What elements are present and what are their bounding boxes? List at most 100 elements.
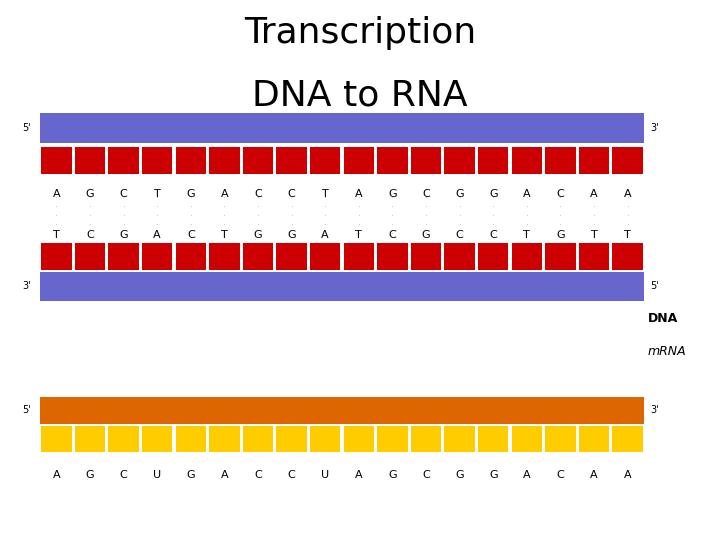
Text: G: G [120,230,128,240]
Text: DNA to RNA: DNA to RNA [252,78,468,112]
Bar [109,147,139,174]
Bar [310,426,341,452]
Bar [411,426,441,452]
Bar [545,243,575,270]
Text: T: T [624,230,631,240]
Text: A: A [321,230,329,240]
Text: C: C [187,230,194,240]
Text: A: A [53,470,60,480]
Text: G: G [86,189,94,199]
Bar [243,426,273,452]
Text: A: A [590,470,598,480]
Bar [41,147,71,174]
Text: A: A [624,189,631,199]
Bar [310,147,341,174]
Bar [613,147,643,174]
Text: C: C [120,189,127,199]
Text: A: A [220,470,228,480]
Text: T: T [356,230,362,240]
Text: 3': 3' [650,406,659,415]
Bar [377,426,408,452]
Text: T: T [53,230,60,240]
Text: C: C [120,470,127,480]
Text: Transcription: Transcription [244,16,476,50]
Text: mRNA: mRNA [648,345,687,357]
Text: 3': 3' [650,123,659,133]
Bar [243,243,273,270]
Bar [210,147,240,174]
Text: A: A [220,189,228,199]
Text: G: G [287,230,296,240]
Bar [40,113,644,143]
Bar [444,147,474,174]
Bar [142,147,172,174]
Bar [276,243,307,270]
Text: 5': 5' [22,406,31,415]
Bar [276,426,307,452]
Bar [176,243,206,270]
Text: G: G [422,230,431,240]
Text: 3': 3' [22,281,31,292]
Bar [75,426,105,452]
Bar [478,426,508,452]
Text: C: C [254,470,262,480]
Bar [545,147,575,174]
Text: T: T [322,189,328,199]
Bar [176,426,206,452]
Bar [613,243,643,270]
Text: G: G [388,470,397,480]
Text: G: G [455,189,464,199]
Bar [579,243,609,270]
Bar [142,426,172,452]
Bar [75,243,105,270]
Text: G: G [253,230,262,240]
Text: C: C [456,230,464,240]
Text: A: A [624,470,631,480]
Text: A: A [355,470,363,480]
Text: 5': 5' [22,123,31,133]
Bar [512,243,542,270]
Text: G: G [556,230,564,240]
Bar [243,147,273,174]
Bar [40,272,644,301]
Bar [579,147,609,174]
Bar [411,243,441,270]
Text: U: U [153,470,161,480]
Text: A: A [355,189,363,199]
Bar [377,243,408,270]
Text: C: C [86,230,94,240]
Bar [377,147,408,174]
Bar [142,243,172,270]
Bar [478,147,508,174]
Text: U: U [321,470,329,480]
Bar [310,243,341,270]
Bar [176,147,206,174]
Text: G: G [489,189,498,199]
Text: A: A [523,189,531,199]
Text: A: A [153,230,161,240]
Bar [109,243,139,270]
Bar [41,243,71,270]
Text: G: G [388,189,397,199]
Bar [545,426,575,452]
Bar [411,147,441,174]
Text: C: C [557,189,564,199]
Bar [40,397,644,424]
Text: T: T [590,230,598,240]
Text: T: T [221,230,228,240]
Text: DNA: DNA [648,312,678,325]
Bar [579,426,609,452]
Bar [210,243,240,270]
Bar [109,426,139,452]
Text: G: G [186,189,195,199]
Bar [512,426,542,452]
Bar [75,147,105,174]
Text: C: C [389,230,396,240]
Bar [478,243,508,270]
Bar [343,243,374,270]
Text: A: A [53,189,60,199]
Bar [276,147,307,174]
Text: C: C [254,189,262,199]
Text: C: C [490,230,497,240]
Text: A: A [523,470,531,480]
